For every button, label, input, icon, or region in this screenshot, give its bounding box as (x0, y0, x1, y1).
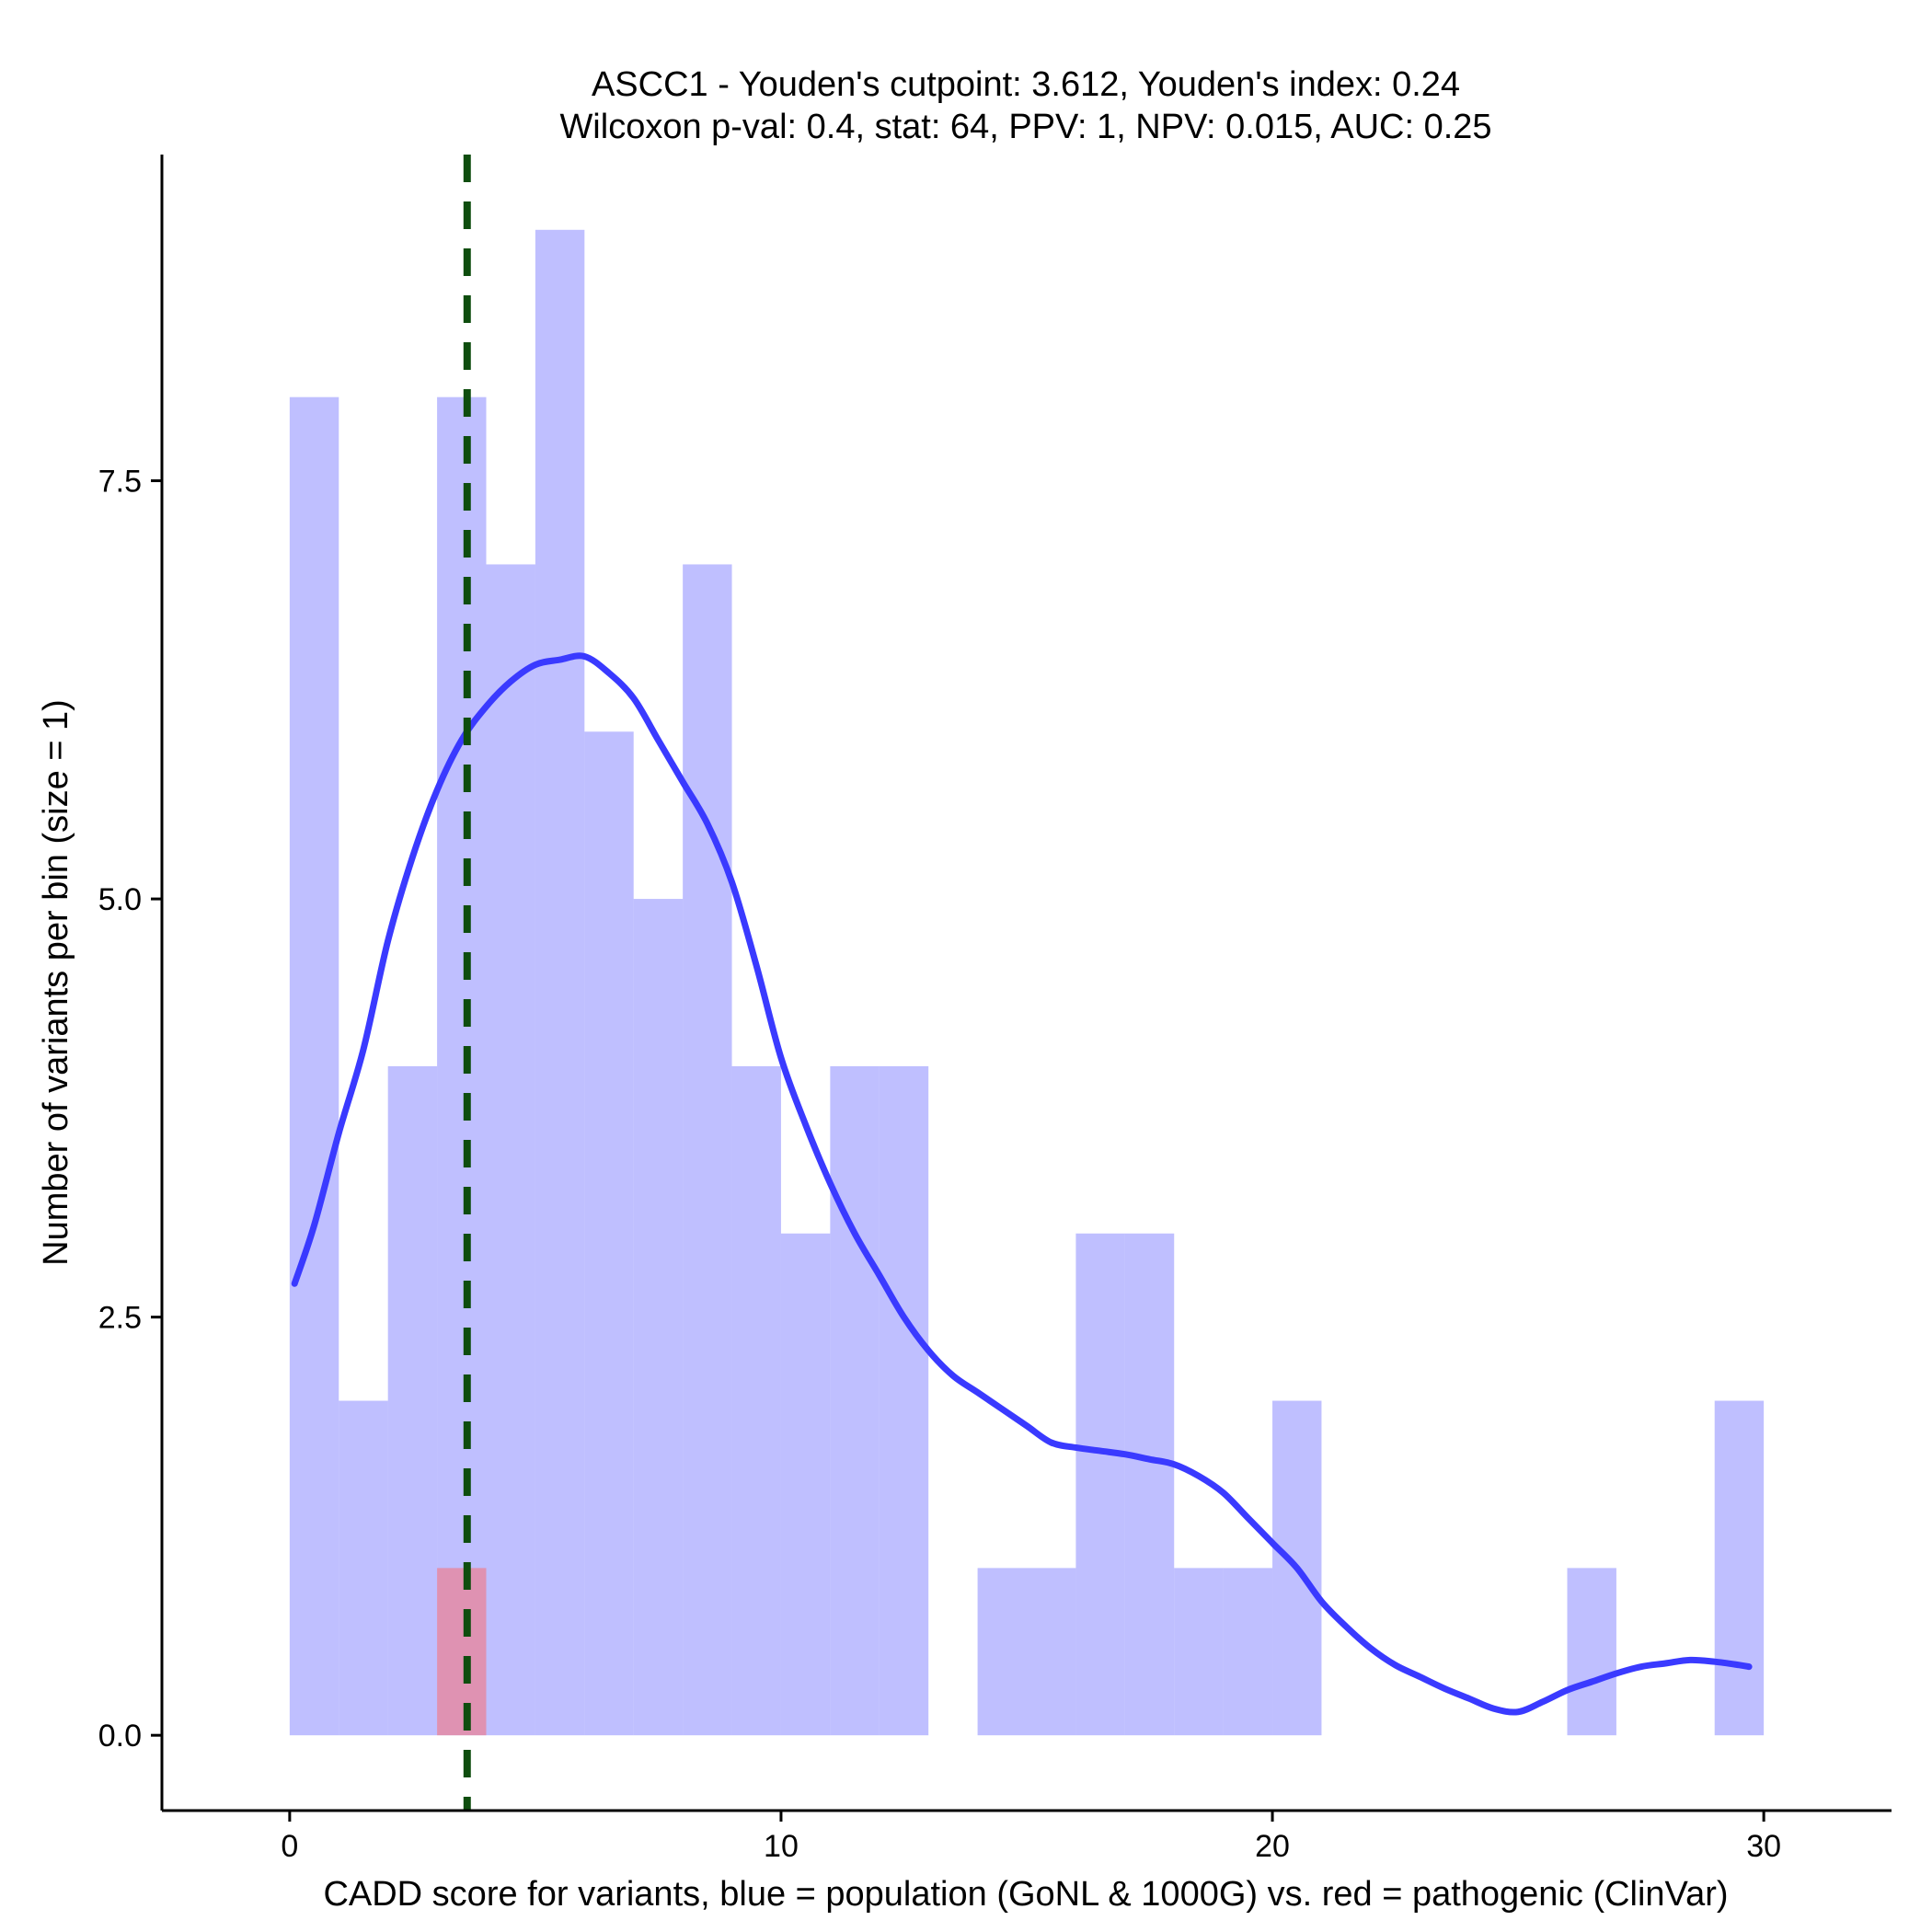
population-bar-20 (1567, 1568, 1616, 1736)
population-bar-2 (387, 1065, 438, 1736)
population-bar-16 (1124, 1233, 1175, 1736)
population-bar-9 (731, 1065, 781, 1736)
population-bar-6 (584, 731, 634, 1736)
y-axis-label: Number of variants per bin (size = 1) (37, 699, 75, 1266)
population-bar-17 (1174, 1568, 1224, 1736)
population-bar-14 (1027, 1568, 1076, 1736)
population-bar-8 (683, 564, 732, 1736)
population-bar-3 (437, 397, 487, 1736)
population-bar-13 (977, 1568, 1027, 1736)
y-tick-label-0: 0.0 (98, 1719, 142, 1754)
population-bar-4 (486, 564, 535, 1736)
axes (160, 155, 1892, 1812)
x-axis-label: CADD score for variants, blue = populati… (323, 1875, 1728, 1914)
chart-title: ASCC1 - Youden's cutpoint: 3.612, Youden… (559, 65, 1491, 146)
chart-title-line-2: Wilcoxon p-val: 0.4, stat: 64, PPV: 1, N… (559, 108, 1491, 146)
pathogenic-bar-0 (437, 1568, 487, 1736)
density-curve-layer (291, 652, 1753, 1716)
population-bar-18 (1223, 1568, 1273, 1736)
population-bar-11 (830, 1065, 880, 1736)
population-bar-12 (879, 1065, 929, 1736)
x-tick-label-2: 20 (1255, 1829, 1290, 1864)
chart-title-line-1: ASCC1 - Youden's cutpoint: 3.612, Youden… (592, 65, 1460, 104)
density-curve (291, 652, 1753, 1716)
x-tick-label-1: 10 (764, 1829, 799, 1864)
ticks-layer: 0 10 20 30 0.0 2.5 5.0 7.5 (98, 465, 1781, 1864)
population-bar-15 (1075, 1233, 1125, 1736)
population-bar-10 (780, 1233, 831, 1736)
population-bar-7 (633, 899, 684, 1736)
population-bar-21 (1714, 1400, 1765, 1736)
x-tick-label-0: 0 (281, 1829, 298, 1864)
bars-layer (289, 229, 1765, 1736)
population-bar-0 (289, 397, 339, 1736)
y-tick-label-1: 2.5 (98, 1301, 142, 1336)
population-bar-1 (339, 1400, 388, 1736)
population-bar-5 (535, 229, 585, 1736)
y-tick-label-2: 5.0 (98, 882, 142, 917)
x-tick-label-3: 30 (1746, 1829, 1781, 1864)
y-tick-label-3: 7.5 (98, 465, 142, 500)
